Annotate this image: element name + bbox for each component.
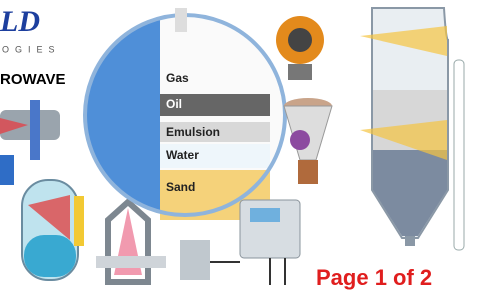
capsule-tank (22, 180, 84, 280)
orange-sensor (276, 16, 324, 80)
layer-label: Oil (166, 97, 182, 111)
layer-label: Sand (166, 180, 195, 194)
collage: LD OGIES ROWAVE Gas Oil Emulsi (0, 0, 486, 294)
layer-label: Emulsion (166, 125, 220, 139)
tall-tank (360, 8, 464, 250)
microwave-sensor (0, 100, 60, 185)
layer-label: Water (166, 148, 199, 162)
layer-label: Gas (166, 71, 189, 85)
logo-mark: LD (0, 5, 40, 38)
logo-tagline: OGIES (2, 44, 61, 54)
heading: ROWAVE (0, 71, 66, 88)
cone-vessel (284, 98, 332, 184)
pipe-frame (96, 202, 166, 282)
page-label: Page 1 of 2 (316, 265, 432, 290)
